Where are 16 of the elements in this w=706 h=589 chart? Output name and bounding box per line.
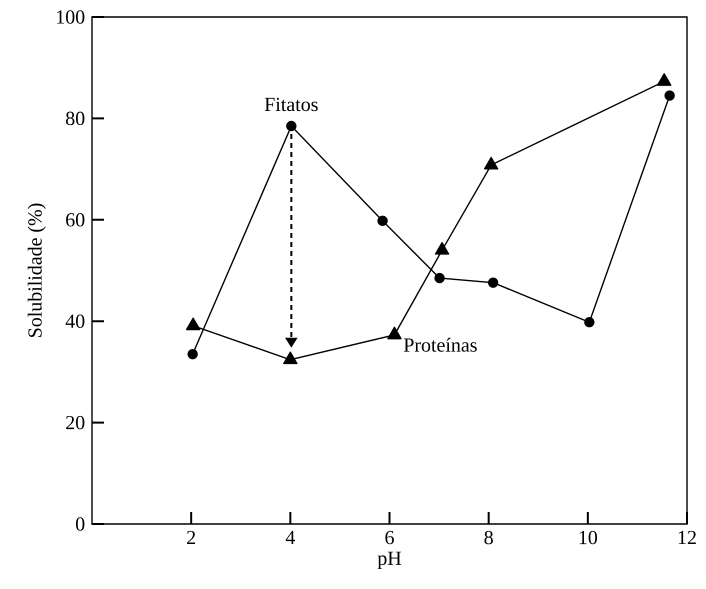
y-axis-title: Solubilidade (%) bbox=[28, 204, 46, 337]
y-tick-label: 40 bbox=[66, 314, 84, 328]
x-axis-title: pH bbox=[378, 552, 402, 570]
y-tick-label: 0 bbox=[76, 517, 84, 531]
y-tick-label: 100 bbox=[57, 10, 84, 24]
x-tick-label: 10 bbox=[580, 530, 598, 544]
y-tick-label: 80 bbox=[66, 112, 84, 126]
x-tick-label: 2 bbox=[187, 530, 196, 544]
x-tick-label: 8 bbox=[484, 530, 493, 544]
y-tick-label: 20 bbox=[66, 416, 84, 430]
series-label: Proteínas bbox=[404, 338, 477, 352]
x-tick-label: 12 bbox=[678, 530, 696, 544]
x-tick-label: 4 bbox=[286, 530, 296, 544]
x-tick-label: 6 bbox=[385, 530, 394, 544]
series-label: Fitatos bbox=[264, 98, 318, 112]
y-tick-label: 60 bbox=[66, 213, 84, 227]
